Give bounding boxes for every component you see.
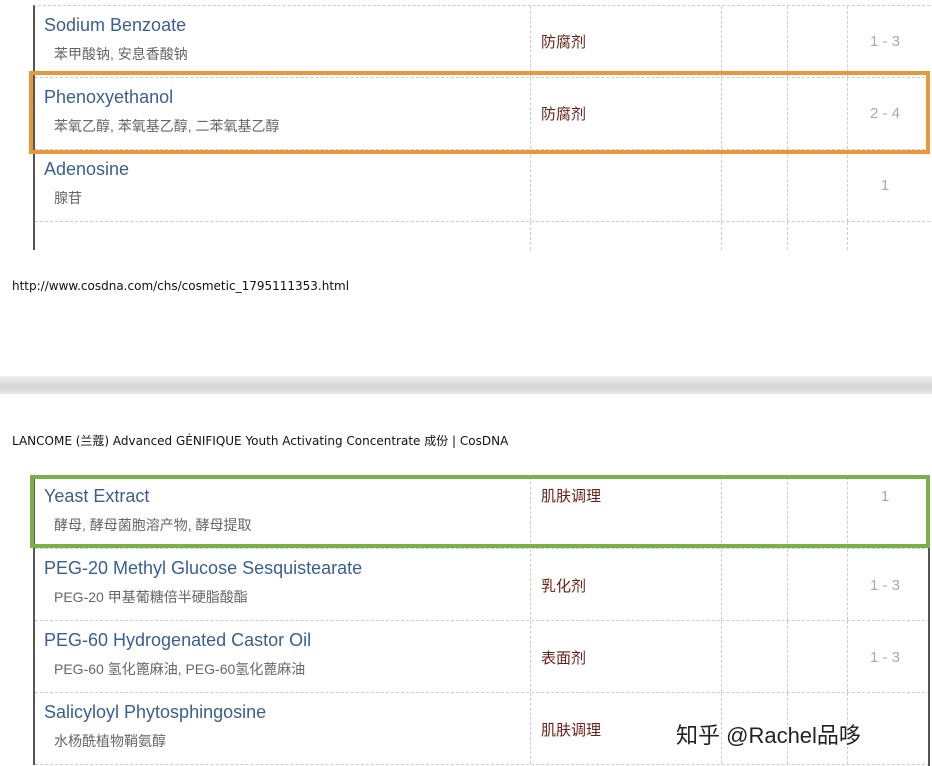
divider	[847, 6, 848, 77]
ingredient-function: 防腐剂	[541, 106, 587, 123]
page-title: LANCOME (兰蔻) Advanced GÉNIFIQUE Youth Ac…	[12, 434, 509, 448]
safety-score: 1 - 3	[869, 577, 900, 594]
divider	[530, 6, 531, 77]
divider	[847, 477, 848, 548]
divider	[847, 78, 848, 149]
divider	[721, 549, 722, 620]
table-row: Salicyloyl Phytosphingosine 水杨酰植物鞘氨醇 肌肤调…	[35, 693, 930, 765]
ingredient-alias: 水杨酰植物鞘氨醇	[54, 733, 166, 749]
safety-score: 1	[880, 177, 890, 194]
table-row: PEG-20 Methyl Glucose Sesquistearate PEG…	[35, 549, 930, 621]
ingredient-alias: PEG-20 甲基葡糖倍半硬脂酸酯	[54, 589, 248, 605]
divider	[787, 78, 788, 149]
safety-score: 1 - 3	[869, 649, 900, 666]
divider	[721, 150, 722, 221]
table-row: PEG-60 Hydrogenated Castor Oil PEG-60 氢化…	[35, 621, 930, 693]
divider	[787, 693, 788, 764]
table-row: Yeast Extract 酵母, 酵母菌胞溶产物, 酵母提取 肌肤调理 1	[35, 477, 930, 549]
ingredient-function: 乳化剂	[541, 578, 587, 595]
ingredient-name-link[interactable]: Phenoxyethanol	[44, 87, 174, 107]
divider	[787, 621, 788, 692]
divider	[847, 222, 848, 250]
ingredient-function: 防腐剂	[541, 34, 587, 51]
ingredient-alias: 苯甲酸钠, 安息香酸钠	[54, 46, 188, 62]
safety-score: 1	[880, 488, 890, 505]
divider	[530, 150, 531, 221]
table-row	[35, 222, 930, 250]
top-ingredient-table: Sodium Benzoate 苯甲酸钠, 安息香酸钠 防腐剂 1 - 3 Ph…	[33, 5, 930, 250]
divider	[721, 621, 722, 692]
watermark: 知乎 @Rachel品哆	[676, 723, 861, 748]
table-row: Phenoxyethanol 苯氧乙醇, 苯氧基乙醇, 二苯氧基乙醇 防腐剂 2…	[35, 78, 930, 150]
divider	[721, 222, 722, 250]
divider	[721, 693, 722, 764]
divider	[530, 693, 531, 764]
ingredient-alias: 腺苷	[54, 190, 82, 206]
divider	[847, 621, 848, 692]
ingredient-alias: PEG-60 氢化篦麻油, PEG-60氢化蓖麻油	[54, 661, 306, 677]
divider	[721, 477, 722, 548]
divider	[721, 6, 722, 77]
ingredient-name-link[interactable]: Salicyloyl Phytosphingosine	[44, 702, 267, 722]
ingredient-alias: 酵母, 酵母菌胞溶产物, 酵母提取	[54, 517, 252, 533]
divider	[530, 78, 531, 149]
source-url[interactable]: http://www.cosdna.com/chs/cosmetic_17951…	[12, 279, 350, 293]
ingredient-alias: 苯氧乙醇, 苯氧基乙醇, 二苯氧基乙醇	[54, 118, 280, 134]
divider	[847, 549, 848, 620]
ingredient-name-link[interactable]: PEG-60 Hydrogenated Castor Oil	[44, 630, 312, 650]
ingredient-name-link[interactable]: Adenosine	[44, 159, 130, 179]
divider	[787, 549, 788, 620]
divider	[787, 477, 788, 548]
table-row: Adenosine 腺苷 1	[35, 150, 930, 222]
section-separator	[0, 376, 932, 394]
ingredient-name-link[interactable]: Yeast Extract	[44, 486, 150, 506]
divider	[721, 78, 722, 149]
divider	[847, 150, 848, 221]
divider	[530, 549, 531, 620]
table-right-border	[928, 548, 930, 766]
bottom-ingredient-table: Yeast Extract 酵母, 酵母菌胞溶产物, 酵母提取 肌肤调理 1 P…	[33, 477, 930, 765]
ingredient-name-link[interactable]: PEG-20 Methyl Glucose Sesquistearate	[44, 558, 363, 578]
divider	[530, 222, 531, 250]
divider	[530, 477, 531, 548]
ingredient-function: 肌肤调理	[541, 488, 602, 505]
safety-score: 2 - 4	[869, 105, 900, 122]
ingredient-name-link[interactable]: Sodium Benzoate	[44, 15, 187, 35]
ingredient-function: 表面剂	[541, 650, 587, 667]
divider	[530, 621, 531, 692]
safety-score: 1 - 3	[869, 33, 900, 50]
divider	[847, 693, 848, 764]
divider	[787, 6, 788, 77]
divider	[787, 222, 788, 250]
ingredient-function: 肌肤调理	[541, 722, 602, 739]
table-row: Sodium Benzoate 苯甲酸钠, 安息香酸钠 防腐剂 1 - 3	[35, 6, 930, 78]
divider	[787, 150, 788, 221]
